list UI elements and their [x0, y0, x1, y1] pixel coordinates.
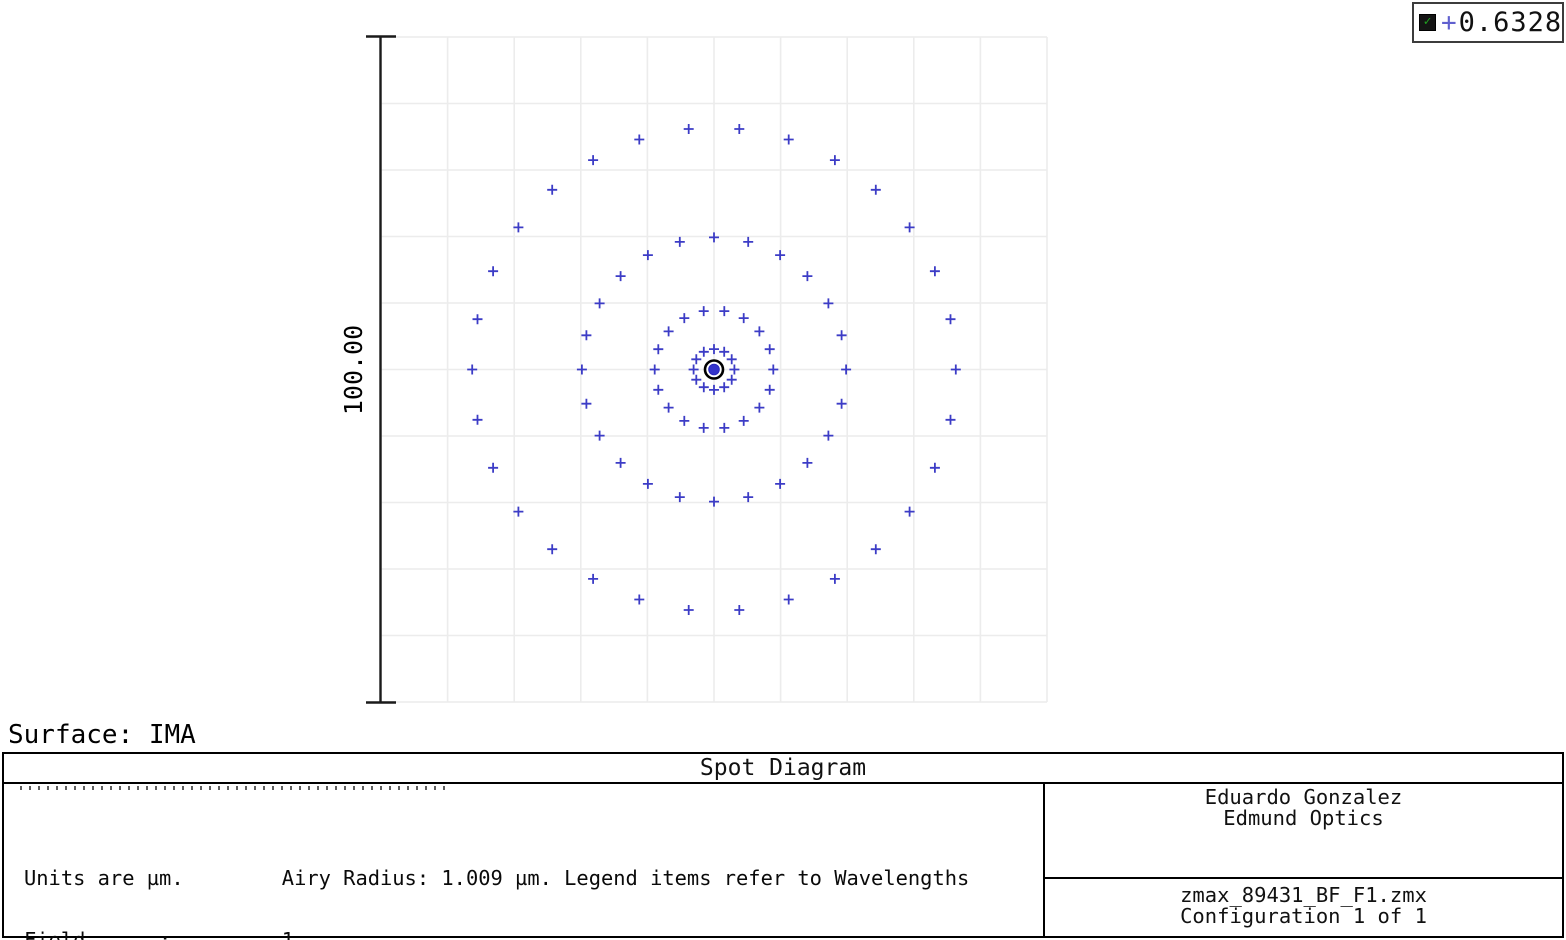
author-name: Eduardo Gonzalez: [1204, 785, 1403, 809]
author-cell: Eduardo Gonzalez Edmund Optics: [1043, 784, 1562, 877]
surface-label: Surface: IMA: [8, 720, 196, 750]
wavelength-value: 0.6328: [1458, 7, 1563, 38]
stats-cell: Units are µm. Airy Radius: 1.009 µm. Leg…: [4, 784, 1039, 940]
wavelength-marker-icon: +: [1441, 7, 1457, 38]
wavelength-checkbox-icon[interactable]: ✓: [1419, 14, 1436, 31]
stats-text: Units are µm. Airy Radius: 1.009 µm. Leg…: [24, 827, 969, 940]
scale-bar-label: 100.00: [339, 324, 368, 416]
info-table: Spot Diagram Units are µm. Airy Radius: …: [2, 752, 1564, 940]
scale-bar: [366, 35, 396, 704]
stats-line-units: Units are µm. Airy Radius: 1.009 µm. Leg…: [24, 866, 970, 890]
configuration-label: Configuration 1 of 1: [1180, 904, 1427, 928]
central-spot-cluster: [708, 363, 720, 376]
file-cell: zmax_89431_BF_F1.zmx Configuration 1 of …: [1043, 877, 1562, 936]
author-company: Edmund Optics: [1223, 806, 1384, 830]
chart-title: Spot Diagram: [4, 754, 1562, 784]
wavelength-legend: ✓ + 0.6328: [1412, 2, 1564, 43]
clipped-text-artifact: [20, 786, 450, 790]
stats-line-field: Field : 1: [24, 927, 295, 940]
file-name: zmax_89431_BF_F1.zmx: [1180, 883, 1427, 907]
